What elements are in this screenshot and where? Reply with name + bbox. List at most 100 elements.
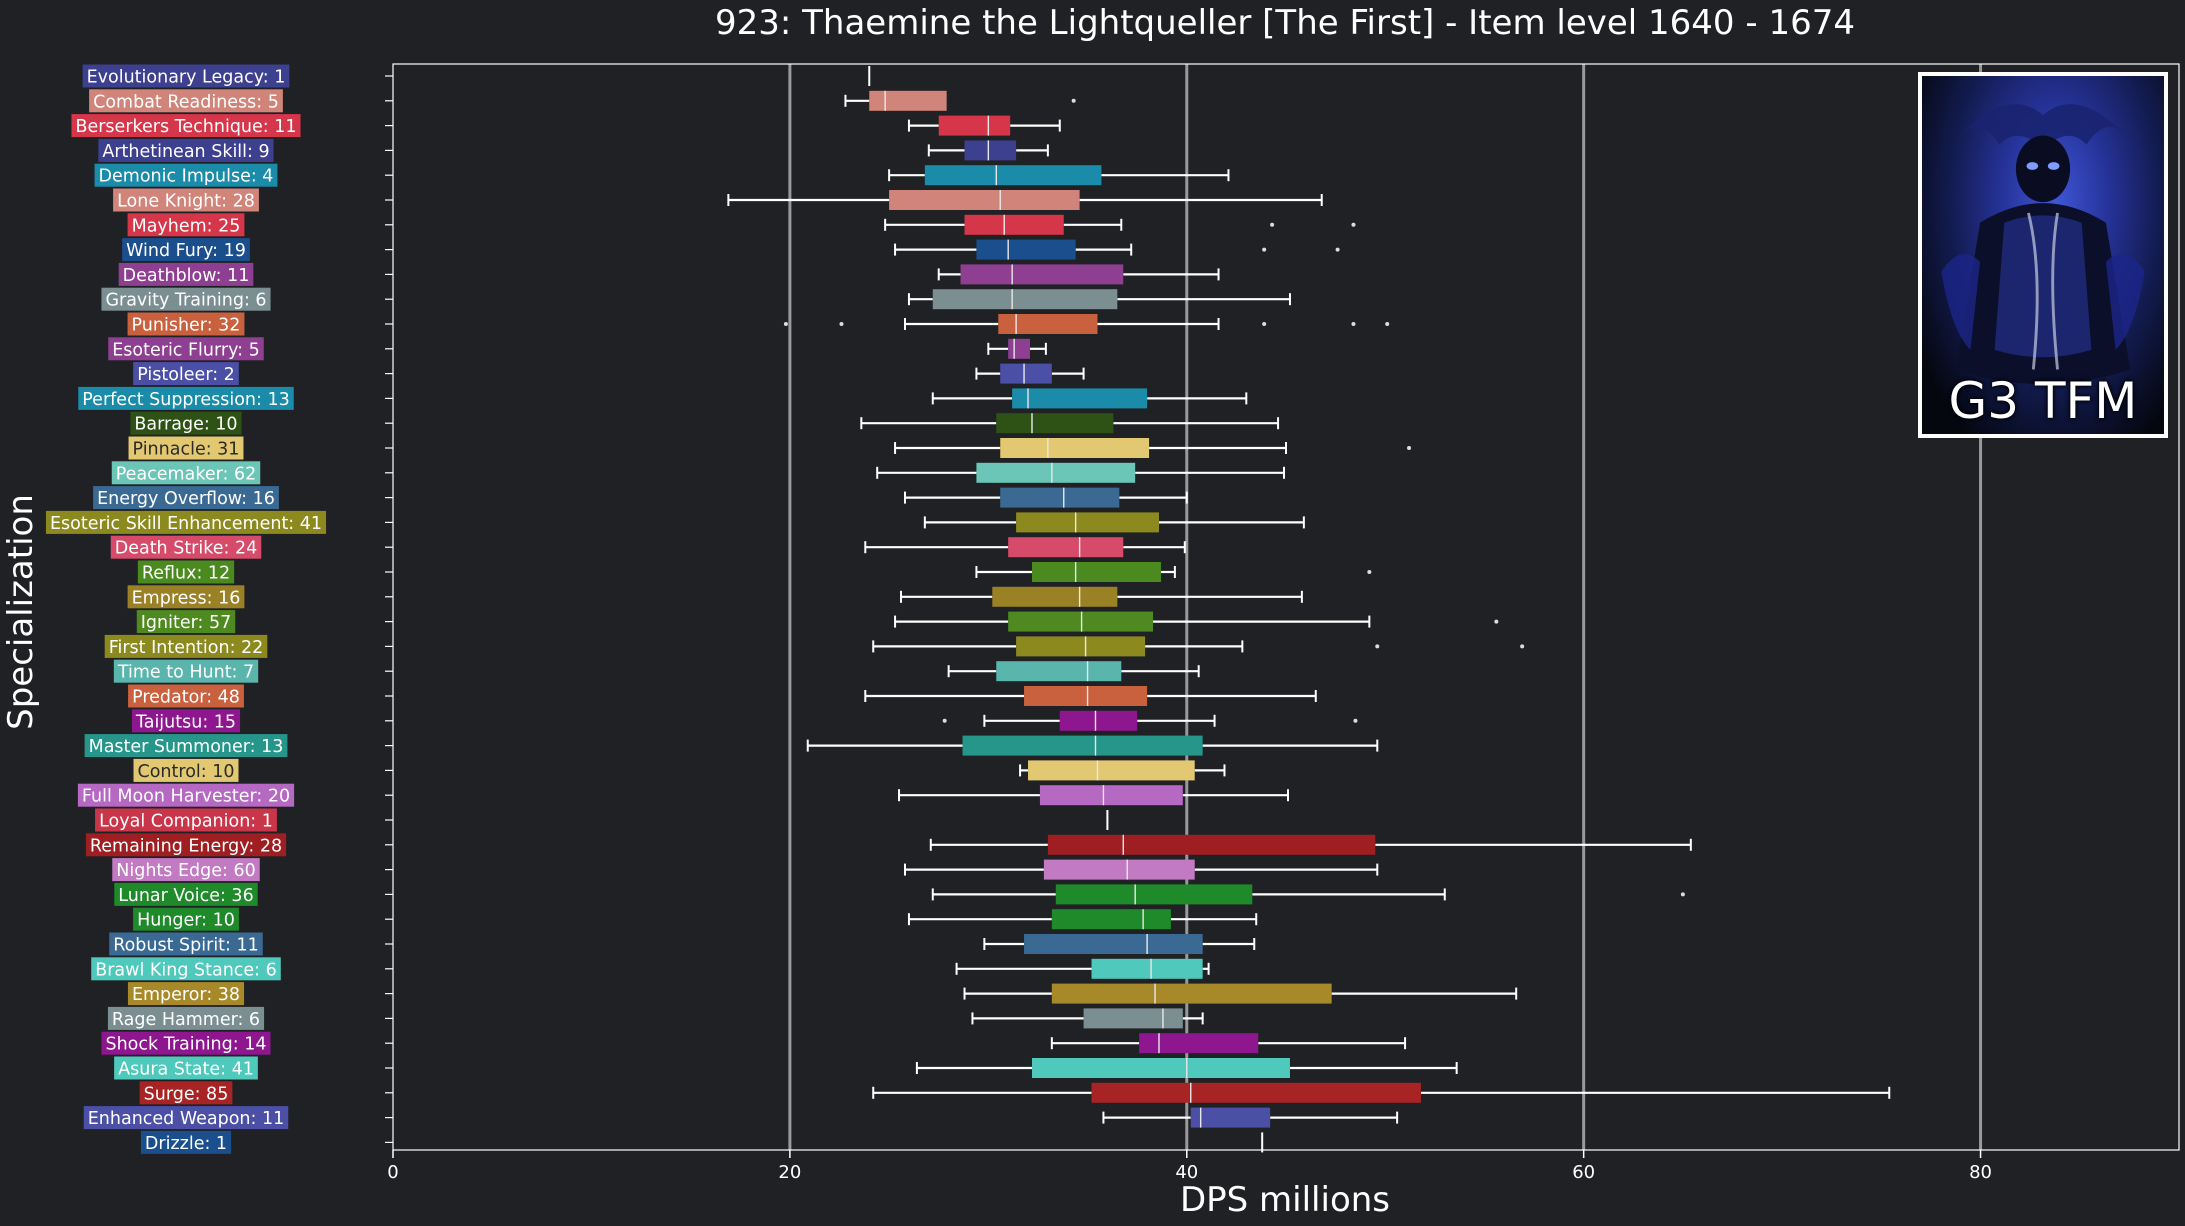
outlier-point (1520, 644, 1525, 649)
y-tick-label-background (101, 1031, 271, 1055)
y-tick-label-group: Wind Fury: 19 (122, 238, 250, 262)
box (1043, 859, 1195, 880)
outlier-point (1351, 322, 1356, 326)
box-series-item (872, 1082, 1891, 1103)
y-tick-label-group: Predator: 48 (128, 684, 244, 708)
y-tick-label-group: Loyal Companion: 1 (95, 808, 277, 832)
outlier-point (1262, 322, 1267, 326)
y-tick-label: Rage Hammer: 6 (112, 1010, 260, 1030)
outlier-point (1071, 98, 1076, 103)
box (1008, 338, 1031, 359)
box-series-item (955, 958, 1210, 979)
plot-area: 0 20 40 60 80 (385, 63, 2180, 1183)
box-series-item (963, 983, 1518, 1004)
y-tick-label-background (111, 461, 261, 485)
box (1028, 760, 1195, 781)
y-tick-label: Robust Spirit: 11 (113, 936, 259, 956)
box (1000, 363, 1052, 384)
y-tick-label-group: Emperor: 38 (127, 982, 245, 1006)
y-tick-label-background (127, 982, 245, 1006)
y-tick-label: Berserkers Technique: 11 (75, 117, 296, 137)
y-ticks (385, 75, 393, 1144)
box-series-item (975, 363, 1085, 384)
box-series-item (872, 636, 1525, 657)
y-tick-label-group: Peacemaker: 62 (111, 461, 261, 485)
outlier-point (1270, 222, 1275, 227)
y-tick-label-group: Nights Edge: 60 (112, 858, 260, 882)
box-series-item (971, 1008, 1204, 1029)
y-tick-label-background (133, 758, 239, 782)
y-tick-label: Wind Fury: 19 (126, 241, 246, 261)
outlier-point (942, 718, 947, 723)
y-tick-label-group: Lunar Voice: 36 (114, 882, 258, 906)
box (1031, 1058, 1290, 1078)
box-series-item (898, 785, 1289, 806)
box (1024, 934, 1203, 954)
y-tick-label-group: Perfect Suppression: 13 (78, 386, 294, 410)
boss-badge: G3 TFM (1918, 72, 2168, 438)
y-tick-label: Pinnacle: 31 (133, 440, 240, 460)
box (1055, 884, 1253, 905)
y-tick-label-background (122, 238, 250, 262)
box (1000, 487, 1120, 508)
y-tick-label-group: Robust Spirit: 11 (109, 932, 263, 956)
box (1059, 710, 1138, 731)
y-tick-label-group: Pistoleer: 2 (133, 362, 239, 386)
outlier-point (839, 322, 844, 326)
y-tick-label: Combat Readiness: 5 (93, 92, 279, 112)
y-tick-label: Brawl King Stance: 6 (95, 960, 277, 980)
box-series-item (947, 661, 1200, 682)
box (869, 90, 947, 111)
box (1008, 611, 1154, 632)
box (924, 165, 1102, 186)
y-tick-label: Evolutionary Legacy: 1 (87, 68, 286, 88)
box-series-item (783, 314, 1390, 334)
box-series-item (876, 462, 1286, 483)
y-tick-label-background (45, 510, 327, 534)
y-tick-label-group: Barrage: 10 (130, 411, 242, 435)
y-tick-label: Esoteric Skill Enhancement: 41 (50, 514, 322, 534)
y-tick-label-group: Surge: 85 (139, 1081, 233, 1105)
y-tick-label-background (110, 535, 262, 559)
box (964, 140, 1017, 161)
y-tick-label-group: Drizzle: 1 (140, 1130, 232, 1154)
box-series-item (894, 611, 1499, 632)
y-tick-label: Perfect Suppression: 13 (82, 390, 289, 410)
y-tick-label-group: Asura State: 41 (114, 1056, 258, 1080)
box (1039, 785, 1183, 806)
y-tick-label-background (133, 907, 239, 931)
y-tick-label: Barrage: 10 (134, 415, 237, 435)
y-tick-label-group: Punisher: 32 (127, 312, 245, 336)
x-axis-label: DPS millions (1180, 1180, 1390, 1220)
box-series-item (929, 834, 1692, 855)
y-tick-label-group: Esoteric Flurry: 5 (108, 337, 264, 361)
box (964, 214, 1064, 235)
box-series-item (844, 90, 1076, 111)
y-tick-label: Control: 10 (138, 762, 235, 782)
y-tick-label-background (136, 610, 236, 634)
y-tick-label-background (91, 957, 281, 981)
box-series-item (907, 115, 1061, 136)
y-tick-label-group: Arthetinean Skill: 9 (98, 138, 274, 162)
box (1051, 909, 1171, 930)
y-tick-label: Hunger: 10 (137, 911, 235, 931)
outlier-point (1367, 570, 1372, 574)
box (1051, 983, 1332, 1004)
y-tick-label-group: Reflux: 12 (137, 560, 235, 584)
y-tick-label-group: Death Strike: 24 (110, 535, 262, 559)
y-tick-label-background (131, 709, 241, 733)
box (889, 190, 1080, 210)
outlier-point (1353, 718, 1358, 723)
box-series-item (987, 338, 1047, 359)
y-tick-label-group: Time to Hunt: 7 (113, 659, 259, 683)
x-ticks: 0 20 40 60 80 (387, 1150, 1992, 1183)
y-axis-label: Specialization (1, 494, 41, 730)
outlier-point (1385, 322, 1390, 326)
box-series-item (931, 388, 1248, 409)
y-tick-label: Deathblow: 11 (123, 266, 250, 286)
box-series-item (894, 438, 1412, 458)
box (1091, 958, 1203, 979)
y-tick-label-background (108, 337, 264, 361)
outlier-point (1335, 247, 1340, 252)
